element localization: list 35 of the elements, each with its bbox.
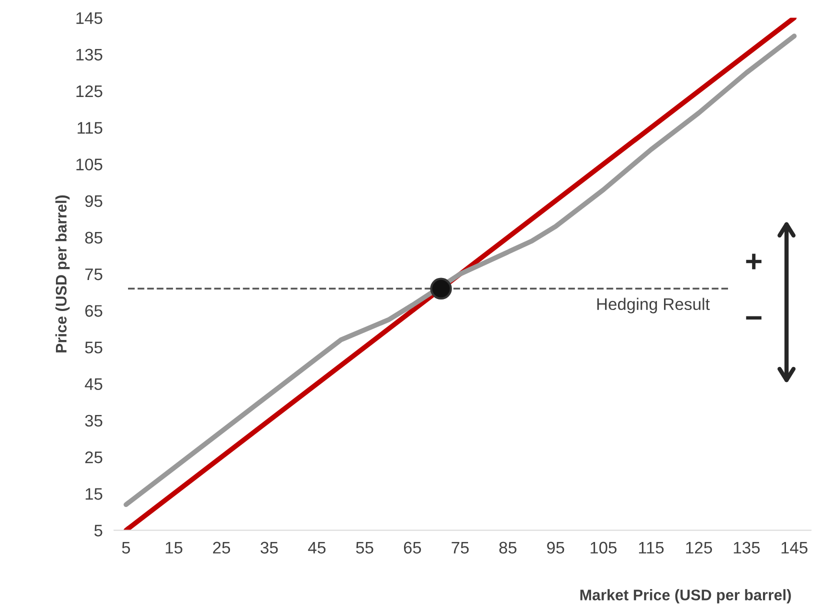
y-tick-label: 125: [76, 85, 102, 98]
x-tick-label: 125: [686, 542, 712, 554]
x-tick-label: 145: [782, 542, 808, 554]
y-tick-label: 25: [85, 451, 102, 464]
y-tick-label: 65: [85, 305, 102, 317]
x-tick-label: 65: [404, 542, 421, 554]
annotation: +: [746, 254, 762, 270]
y-tick-label: 15: [86, 488, 102, 500]
y-axis-title: Price (USD per barrel): [55, 195, 70, 352]
y-tick-label: 135: [76, 48, 102, 61]
y-tick-label: 115: [78, 122, 102, 134]
y-tick-label: 95: [85, 195, 102, 208]
annotation: −: [746, 316, 762, 320]
y-tick-label: 75: [85, 268, 102, 280]
x-tick-label: 5: [122, 542, 130, 554]
y-tick-label: 85: [85, 232, 102, 244]
x-tick-label: 25: [213, 542, 230, 554]
ref-line-label: Hedging Result: [597, 298, 710, 314]
x-tick-label: 105: [590, 542, 617, 554]
y-tick-label: 5: [94, 524, 102, 536]
x-tick-label: 15: [166, 542, 182, 554]
x-tick-label: 115: [639, 542, 664, 554]
y-tick-label: 45: [84, 378, 102, 390]
x-tick-label: 45: [308, 542, 326, 554]
x-tick-label: 75: [452, 542, 469, 554]
x-tick-label: 85: [499, 542, 516, 554]
x-tick-label: 55: [356, 542, 374, 554]
y-tick-label: 35: [85, 414, 102, 427]
y-tick-label: 145: [76, 12, 102, 24]
x-axis-title: Market Price (USD per barrel): [580, 589, 791, 604]
y-tick-label: 55: [85, 342, 102, 354]
y-tick-label: 105: [76, 158, 102, 170]
x-tick-label: 95: [547, 542, 564, 554]
x-tick-label: 35: [260, 542, 278, 554]
x-tick-label: 135: [734, 542, 760, 554]
